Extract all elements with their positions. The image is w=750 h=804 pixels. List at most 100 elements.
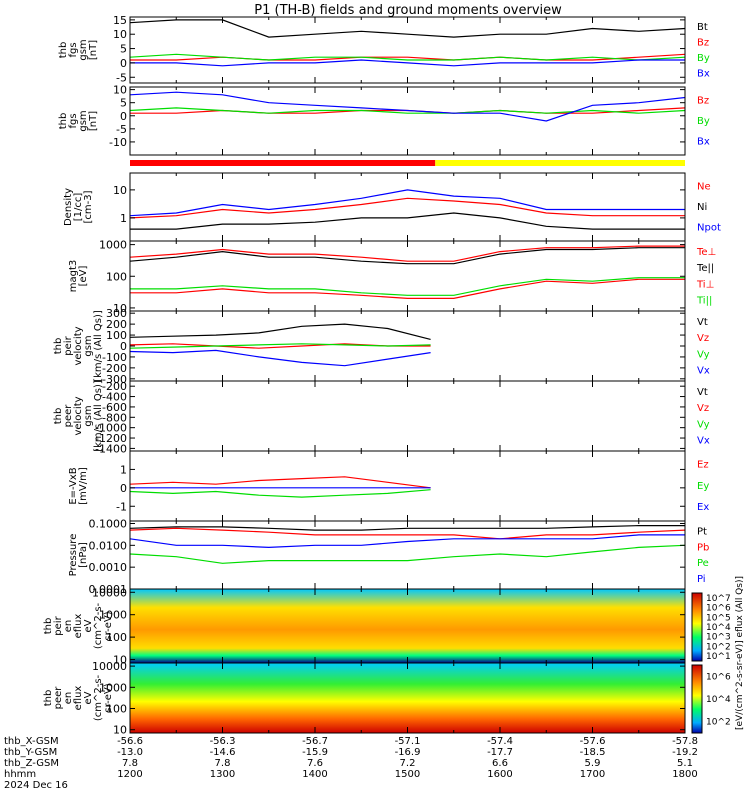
y-axis-label-line: gsm	[83, 405, 94, 426]
y-axis-label-line: eflux	[73, 614, 84, 639]
x-row-value: -16.9	[395, 747, 421, 758]
legend-Vz: Vz	[697, 403, 709, 414]
y-axis-label-line: eV	[83, 691, 94, 704]
colorbars-group: 10^710^610^510^410^310^210^110^610^410^2…	[691, 576, 745, 734]
x-row-value: -57.4	[487, 736, 513, 747]
y-axis-label-line: thb	[58, 113, 69, 130]
x-row-value: -15.9	[302, 747, 328, 758]
y-axis-label-line: [cm-3]	[83, 190, 94, 223]
legend-Vx: Vx	[697, 366, 710, 377]
y-axis-label-line: peer	[53, 686, 64, 710]
y-axis-label-line: fgs	[68, 42, 79, 57]
series-line-Ti⊥	[130, 278, 685, 299]
y-tick-label: 10	[113, 84, 127, 97]
y-tick-label: -800	[102, 411, 127, 424]
y-axis-label-line: gsm	[78, 110, 89, 131]
series-line-Ey	[129, 489, 431, 498]
y-tick-label: -1	[116, 500, 127, 513]
x-row-value: -56.3	[210, 736, 236, 747]
y-axis-label: E=-VxB [mV/m]	[68, 467, 89, 505]
legend-Bz: Bz	[697, 95, 709, 106]
legend-Bx: Bx	[697, 137, 710, 148]
x-row-value: -13.0	[117, 747, 143, 758]
x-row-value: -56.6	[117, 736, 143, 747]
date-label: 2024 Dec 16	[4, 780, 68, 791]
y-tick-label: -100	[102, 351, 127, 364]
y-tick-label: 10	[113, 302, 127, 315]
panel-frame	[129, 450, 686, 522]
legend-Ey: Ey	[697, 481, 709, 492]
y-axis-label-line: sr-eV)	[103, 683, 114, 712]
y-axis-label-line: eV	[83, 619, 94, 632]
y-tick-label: 1	[120, 463, 127, 476]
series-line-By	[129, 107, 686, 114]
y-axis-label-line: [nT]	[88, 40, 99, 60]
y-axis-label-line: [nPa]	[78, 542, 89, 568]
y-tick-label: -200	[102, 380, 127, 393]
y-axis-label-line: [km/s (All Qs)]	[93, 310, 104, 382]
legend-Vx: Vx	[697, 436, 710, 447]
y-axis-label-line: en	[63, 692, 74, 705]
spectrogram-fill	[130, 589, 685, 663]
x-row-value: -14.6	[210, 747, 236, 758]
y-tick-label: 10000	[92, 660, 127, 673]
series-line-Ne	[129, 197, 685, 219]
y-axis-label-line: gsm	[83, 335, 94, 356]
legend-Pe: Pe	[697, 558, 709, 569]
y-axis-label-line: thb	[43, 690, 54, 707]
y-axis-label: thb fgs gsm [nT]	[58, 110, 99, 131]
y-tick-label: 10	[113, 724, 127, 737]
y-tick-label: 0.1000	[89, 517, 128, 530]
y-tick-label: -5	[116, 71, 127, 84]
y-axis-label: magt3 [eV]	[68, 260, 89, 293]
y-tick-label: 100	[106, 703, 127, 716]
y-axis-label-line: thb	[58, 42, 69, 59]
y-tick-label: 5	[120, 43, 127, 56]
colorbar	[691, 592, 703, 662]
y-tick-label: 10	[113, 654, 127, 667]
panel-frame	[129, 86, 686, 156]
y-axis-label: Pressure [nPa]	[68, 534, 89, 577]
panel-density: 10 1 Density [1/cc] [cm-3] Ne Ni Npot	[63, 172, 721, 242]
colorbar-label: 10^4	[706, 623, 731, 633]
y-tick-label: -300	[102, 373, 127, 386]
y-axis-label: thb peir velocity gsm [km/s (All Qs)]	[53, 310, 104, 382]
panel-frame	[129, 16, 686, 84]
legend-Ex: Ex	[697, 502, 709, 513]
colorbar-label: 10^3	[706, 633, 731, 643]
series-line-Ti||	[130, 277, 685, 296]
y-tick-label: 100	[106, 631, 127, 644]
legend-Ti||: Ti||	[696, 296, 712, 307]
y-tick-label: 0	[120, 110, 127, 123]
y-tick-label: 10	[113, 184, 127, 197]
y-axis-label-line: peir	[53, 615, 64, 635]
x-row-value: 1300	[210, 769, 235, 780]
y-axis-label-line: gsm	[78, 39, 89, 60]
x-row-value: -19.2	[672, 747, 698, 758]
x-row-value: 7.8	[215, 758, 231, 769]
y-tick-label: 15	[113, 14, 127, 27]
x-row-value: -57.8	[672, 736, 698, 747]
y-tick-label: -200	[102, 362, 127, 375]
legend-Pb: Pb	[697, 542, 709, 553]
y-axis-label-line: en	[63, 620, 74, 633]
series-line-Pe	[129, 544, 686, 564]
series-line-By	[129, 53, 686, 61]
x-row-value: 1200	[117, 769, 142, 780]
panel-temp: 1000 100 10 magt3 [eV] Te⊥ Te|| Ti⊥ Ti||	[68, 239, 716, 315]
x-row-value: 7.2	[400, 758, 416, 769]
legend-Ti⊥: Ti⊥	[696, 279, 714, 290]
y-axis-label: Density [1/cc] [cm-3]	[63, 188, 94, 226]
panel-frame	[129, 380, 686, 452]
y-axis-label: thb peer velocity gsm [km/s (All Qs)]	[53, 380, 104, 452]
panel-frame	[129, 520, 686, 590]
mode-bar-segment	[435, 160, 685, 166]
panel-frame	[129, 240, 686, 312]
y-tick-label: 100	[106, 329, 127, 342]
y-axis-label-line: [eV]	[78, 266, 89, 287]
x-axis-labels: thb_X-GSM -56.6 -56.3 -56.7 -57.1 -57.4 -57.6-…	[4, 736, 698, 791]
